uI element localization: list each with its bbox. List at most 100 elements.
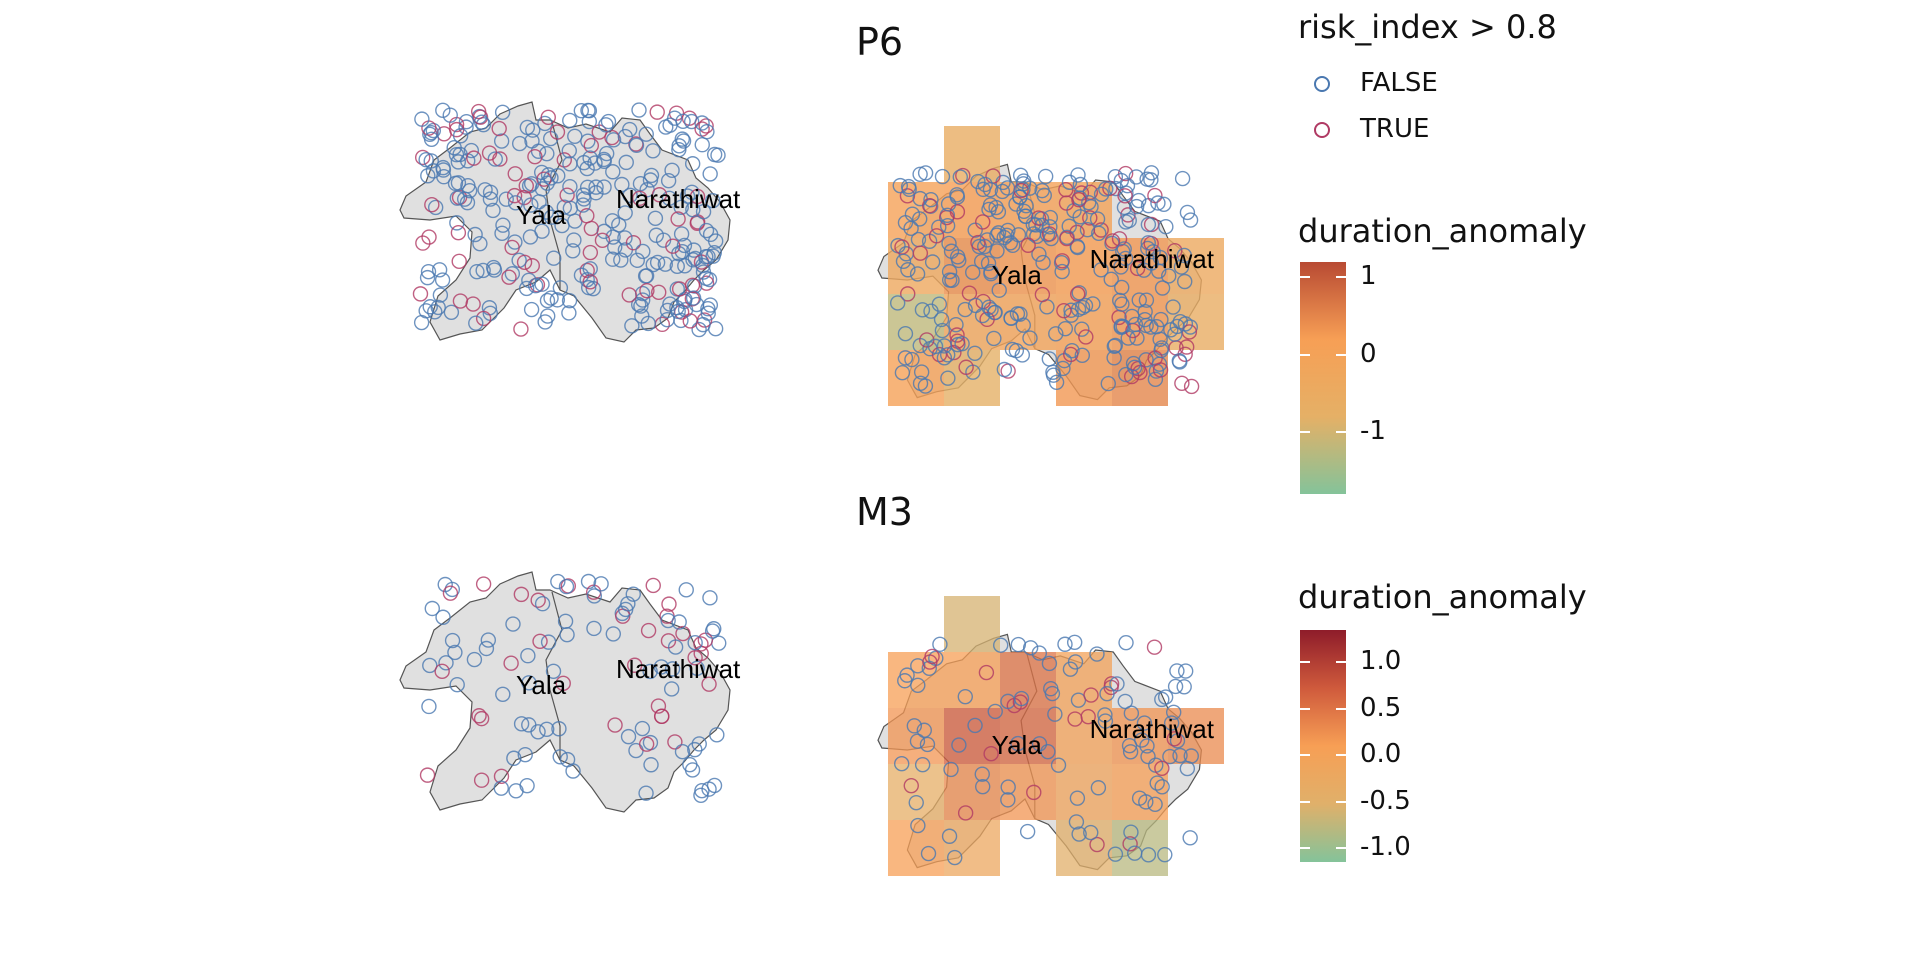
point-false	[954, 335, 970, 352]
point-false	[458, 119, 474, 135]
point-false	[1031, 736, 1048, 752]
point-false	[1140, 216, 1157, 233]
point-false	[546, 250, 562, 266]
point-false	[702, 297, 719, 313]
point-false	[702, 166, 718, 182]
point-true	[452, 293, 469, 309]
point-true	[957, 805, 974, 821]
point-false	[1019, 823, 1036, 840]
point-false	[674, 131, 690, 147]
point-false	[1167, 326, 1183, 342]
point-true	[1167, 243, 1183, 259]
point-false	[900, 262, 916, 278]
point-true	[1020, 237, 1036, 253]
point-false	[1152, 331, 1168, 348]
point-false	[1154, 280, 1171, 296]
point-true	[481, 145, 498, 161]
point-false	[1169, 663, 1185, 679]
heat-cell	[1168, 238, 1224, 294]
point-false	[695, 204, 712, 220]
point-false	[705, 193, 721, 209]
point-false	[1125, 355, 1142, 372]
point-false	[540, 634, 557, 650]
point-false	[669, 258, 685, 274]
point-false	[700, 248, 716, 265]
point-true	[649, 104, 665, 120]
point-true	[1056, 302, 1072, 319]
point-false	[1113, 259, 1129, 275]
point-false	[435, 609, 451, 625]
point-false	[1113, 318, 1129, 334]
point-false	[438, 655, 454, 671]
point-false	[695, 264, 712, 280]
point-true	[1078, 329, 1094, 345]
point-false	[1145, 244, 1161, 260]
point-false	[700, 301, 716, 317]
point-false	[1022, 640, 1039, 656]
point-false	[897, 350, 914, 366]
point-false	[1107, 337, 1123, 354]
point-false	[543, 170, 559, 186]
point-false	[909, 733, 926, 749]
point-false	[1153, 342, 1169, 359]
point-false	[1140, 847, 1157, 863]
point-false	[1083, 199, 1099, 215]
colorbar-tick-label: 1	[1360, 261, 1377, 292]
point-true	[434, 663, 450, 680]
point-false	[704, 623, 721, 639]
point-true	[532, 633, 548, 649]
point-false	[663, 681, 680, 697]
point-false	[1093, 262, 1109, 278]
point-false	[1121, 737, 1138, 754]
point-false	[1103, 271, 1119, 288]
point-false	[1169, 318, 1185, 335]
colorbar-tick-mark	[1336, 847, 1346, 850]
region-label-yala: Yala	[516, 670, 567, 700]
point-false	[1069, 238, 1085, 255]
colorbar-tick-mark	[1300, 276, 1310, 279]
point-false	[495, 686, 511, 703]
point-true	[698, 118, 714, 134]
point-false	[1156, 196, 1172, 213]
point-true	[1083, 687, 1099, 703]
heat-cell	[1000, 238, 1056, 294]
point-true	[640, 622, 657, 639]
point-true	[471, 708, 487, 724]
point-false	[422, 299, 438, 315]
point-true	[518, 178, 534, 194]
point-false	[1018, 198, 1034, 214]
point-false	[706, 146, 723, 163]
point-false	[1172, 747, 1188, 764]
point-true	[527, 148, 543, 165]
point-false	[685, 290, 702, 306]
point-true	[503, 655, 519, 671]
point-false	[613, 252, 629, 268]
point-true	[639, 282, 655, 299]
point-false	[561, 305, 577, 321]
point-false	[447, 175, 464, 192]
point-false	[1179, 760, 1196, 777]
point-true	[582, 244, 599, 261]
point-true	[472, 109, 489, 125]
point-true	[638, 736, 655, 752]
point-false	[556, 199, 573, 215]
point-false	[538, 204, 555, 220]
point-false	[617, 230, 633, 246]
point-false	[1022, 330, 1038, 346]
point-false	[705, 248, 721, 264]
point-false	[1004, 341, 1021, 358]
point-false	[1106, 338, 1123, 354]
point-false	[558, 578, 575, 595]
point-true	[473, 772, 490, 788]
colorbar-tick-mark	[1300, 754, 1310, 757]
heat-cell	[888, 708, 944, 764]
point-false	[999, 180, 1016, 196]
point-false	[1089, 646, 1105, 662]
point-false	[991, 282, 1007, 298]
point-false	[618, 154, 634, 171]
point-false	[418, 151, 434, 168]
point-false	[1139, 738, 1155, 754]
heat-cell	[1000, 294, 1056, 350]
point-false	[1064, 342, 1080, 359]
point-true	[1129, 260, 1146, 277]
